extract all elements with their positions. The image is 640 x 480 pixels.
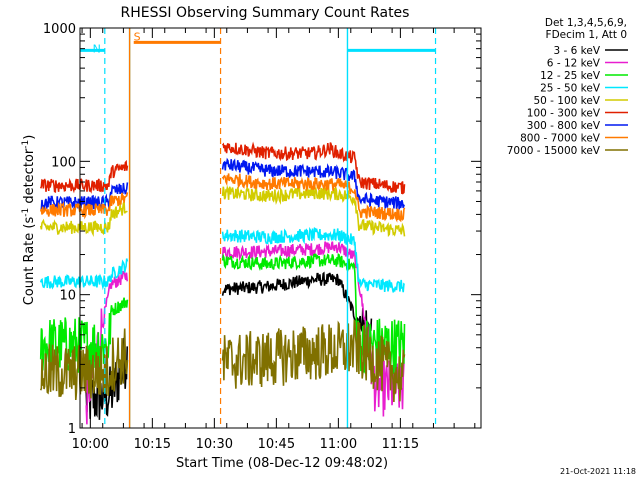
series-100-300-kev (39, 141, 406, 195)
series-100-300-kev-segment-2 (221, 141, 406, 195)
y-axis-label: Count Rate (s-1 detector-1) (21, 135, 37, 306)
axis-layer: 10:00 10:15 10:30 10:45 11:00 11:15 1 10 100 1000 (43, 22, 482, 452)
series-12-25-kev-segment-1 (39, 297, 129, 376)
x-tick-label-10-00: 10:00 (72, 437, 109, 452)
series-25-50-kev (39, 226, 406, 293)
legend-label-100-300-kev: 100 - 300 keV (527, 108, 601, 120)
series-7000-15000-kev (39, 319, 406, 403)
legend-label-800-7000-kev: 800 - 7000 keV (520, 133, 601, 145)
legend-header-attenuator: FDecim 1, Att 0 (546, 29, 627, 41)
series-7000-15000-kev-segment-1 (39, 328, 129, 401)
plot-frame (79, 27, 482, 429)
marker-layer: NS (80, 28, 437, 428)
x-tick-label-10-30: 10:30 (196, 437, 233, 452)
x-axis-label: Start Time (08-Dec-12 09:48:02) (176, 456, 388, 471)
series-7000-15000-kev-segment-2 (221, 319, 406, 403)
marker-night-label: N (93, 42, 101, 55)
marker-saa-label: S (134, 30, 141, 43)
series-layer (39, 141, 406, 425)
series-100-300-kev-segment-1 (39, 159, 129, 194)
series-25-50-kev-segment-2 (221, 226, 406, 293)
y-tick-label-1: 1 (68, 422, 76, 437)
y-tick-label-1000: 1000 (43, 22, 76, 37)
series-300-800-kev-segment-2 (221, 157, 406, 210)
x-tick-label-11-15: 11:15 (382, 437, 419, 452)
series-3-6-kev-segment-2 (221, 271, 373, 355)
legend-label-3-6-kev: 3 - 6 keV (553, 45, 600, 57)
legend-header-detectors: Det 1,3,4,5,6,9, (545, 17, 627, 29)
series-800-7000-kev-segment-1 (39, 192, 129, 220)
y-tick-label-100: 100 (51, 155, 76, 170)
chart-title: RHESSI Observing Summary Count Rates (121, 5, 410, 21)
footer-date: 21-Oct-2021 11:18 (560, 467, 636, 476)
legend-label-300-800-kev: 300 - 800 keV (527, 120, 601, 132)
y-axis-label-end: ) (22, 135, 37, 140)
y-axis-label-sup-1: -1 (21, 208, 31, 217)
legend-label-25-50-kev: 25 - 50 keV (540, 83, 601, 95)
x-tick-label-11-00: 11:00 (320, 437, 357, 452)
legend-label-6-12-kev: 6 - 12 keV (547, 58, 601, 70)
legend-label-7000-15000-kev: 7000 - 15000 keV (507, 145, 601, 157)
marker-saa: S (128, 28, 222, 428)
series-800-7000-kev-segment-2 (221, 173, 406, 223)
series-800-7000-kev (39, 173, 406, 223)
y-tick-label-10: 10 (59, 289, 76, 304)
series-50-100-kev-segment-1 (39, 199, 128, 237)
series-50-100-kev-segment-2 (221, 184, 406, 238)
legend-label-50-100-kev: 50 - 100 keV (533, 95, 600, 107)
series-300-800-kev-segment-1 (40, 182, 129, 212)
legend-label-12-25-kev: 12 - 25 keV (540, 70, 601, 82)
x-tick-label-10-45: 10:45 (258, 437, 295, 452)
series-50-100-kev (39, 184, 406, 238)
series-300-800-kev (40, 157, 406, 212)
y-axis-label-sup-2: -1 (21, 140, 31, 149)
legend: Det 1,3,4,5,6,9, FDecim 1, Att 0 3 - 6 k… (507, 17, 628, 157)
series-25-50-kev-segment-1 (39, 258, 129, 291)
series-12-25-kev (39, 252, 406, 376)
x-tick-label-10-15: 10:15 (134, 437, 171, 452)
y-axis-label-mid: detector (22, 148, 37, 208)
series-12-25-kev-segment-2 (221, 252, 406, 375)
y-axis-label-main: Count Rate (s (22, 217, 37, 306)
